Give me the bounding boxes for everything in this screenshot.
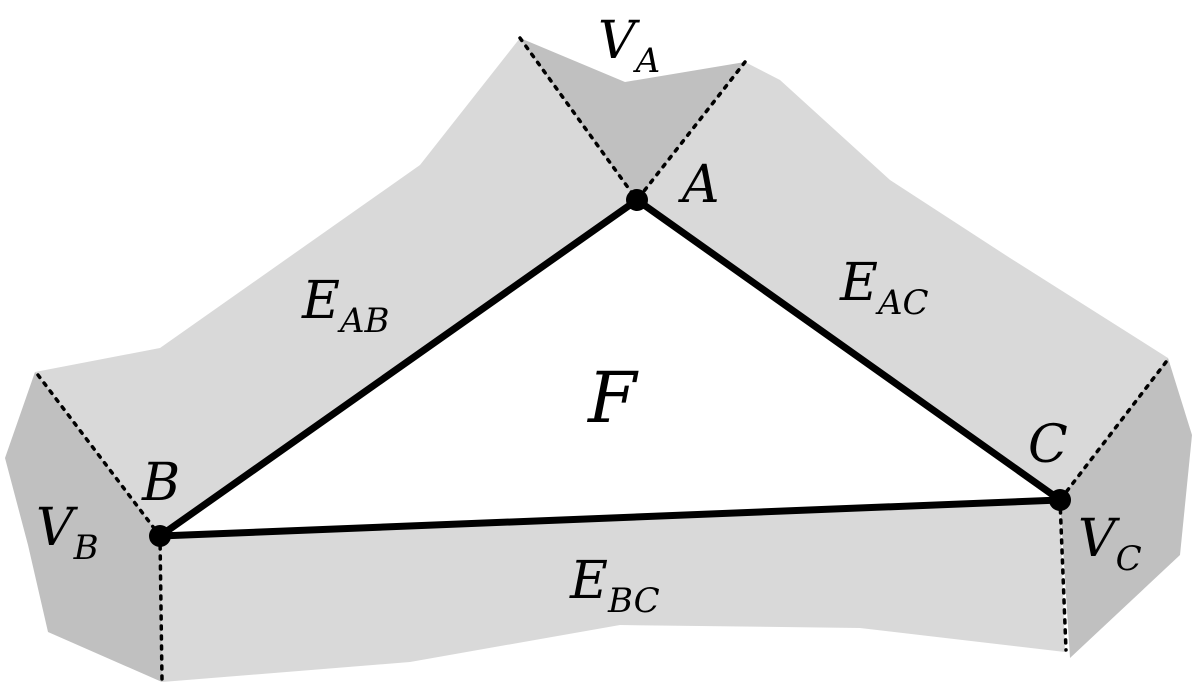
edge-region-ab [35, 38, 637, 536]
label-vertex-region-a-sub: A [633, 41, 661, 81]
edge-region-bc [160, 500, 1065, 682]
vertex-region-b [5, 372, 162, 682]
label-vertex-b: B [141, 453, 180, 513]
label-vertex-region-a-main: V [598, 11, 640, 71]
triangle-edge-bc [156, 496, 1064, 540]
label-edge-ac-main: E [839, 253, 878, 313]
label-vertex-region-a: VA [598, 11, 660, 81]
triangle-edge-ac [633, 196, 1064, 504]
label-vertex-region-b-main: V [36, 498, 78, 558]
vertex-region-a [520, 38, 745, 200]
edge-region-ac [637, 62, 1168, 500]
vertex-point-a [626, 189, 648, 211]
label-edge-ac-sub: AC [875, 283, 929, 323]
vertex-point-b [149, 525, 171, 547]
label-vertex-a: A [678, 155, 720, 215]
divider-b-lower [158, 534, 164, 682]
divider-a-right [635, 60, 747, 202]
label-vertex-region-b: VB [36, 498, 99, 568]
triangle-edge-ab [156, 196, 641, 540]
label-vertex-region-c: VC [1078, 509, 1142, 579]
label-vertex-region-c-main: V [1078, 509, 1120, 569]
label-edge-bc-sub: BC [607, 581, 660, 621]
label-vertex-region-c-sub: C [1116, 539, 1142, 579]
vertex-region-c [1060, 358, 1192, 658]
label-face: F [586, 357, 639, 439]
label-edge-ab-main: E [301, 271, 340, 331]
label-edge-ab: EAB [301, 271, 390, 341]
divider-b-upper [36, 373, 162, 538]
label-edge-bc: EBC [569, 551, 660, 621]
label-vertex-region-b-sub: B [73, 528, 99, 568]
label-edge-ac: EAC [839, 253, 929, 323]
divider-c-upper [1058, 360, 1168, 502]
label-vertex-c: C [1028, 415, 1068, 475]
label-edge-ab-sub: AB [337, 301, 390, 341]
divider-a-left [518, 36, 639, 202]
label-edge-bc-main: E [569, 551, 608, 611]
vertex-point-c [1049, 489, 1071, 511]
